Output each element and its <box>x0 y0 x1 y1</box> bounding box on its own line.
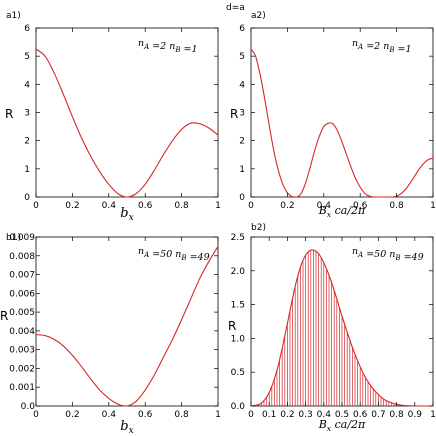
x-axis-label-a1: bx <box>120 206 133 223</box>
figure-title: d=a <box>226 3 245 13</box>
y-tick-label: 0.005 <box>9 308 35 318</box>
y-tick-label: 2.0 <box>231 267 246 277</box>
x-tick-label: 0.8 <box>389 410 404 420</box>
series-line-b2 <box>250 249 433 407</box>
x-axis-label-b1: bx <box>120 419 133 436</box>
y-tick-label: 0.001 <box>9 383 35 393</box>
y-tick-label: 2 <box>24 137 30 147</box>
x-tick-label: 0.4 <box>317 201 332 211</box>
x-tick-label: 0 <box>248 410 254 420</box>
y-tick-label: 0.003 <box>9 346 35 356</box>
x-tick-label: 0.8 <box>389 201 404 211</box>
x-tick-label: 1 <box>215 410 221 420</box>
x-tick-label: 0.6 <box>353 201 368 211</box>
x-tick-label: 0.6 <box>138 201 153 211</box>
x-tick-label: 0.2 <box>280 410 294 420</box>
x-tick-label: 0.4 <box>102 410 117 420</box>
chart-panel-b2: b2)0 0.1 0.2 0.3 0.4 0.5 0.6 0.7 0.8 0.9 10.00.51.… <box>228 223 436 433</box>
y-tick-label: 3 <box>24 109 30 119</box>
x-tick-label: 0.9 <box>408 410 423 420</box>
y-tick-label: 2.5 <box>231 233 245 243</box>
y-tick-label: 0.008 <box>9 252 35 262</box>
x-tick-label: 0.3 <box>298 410 312 420</box>
panel-label-b2: b2) <box>251 223 266 233</box>
panel-label-a2: a2) <box>251 11 266 21</box>
x-tick-label: 0.2 <box>280 201 294 211</box>
x-tick-label: 0.2 <box>65 410 79 420</box>
y-tick-label: 0 <box>24 193 30 203</box>
x-tick-label: 1 <box>215 201 221 211</box>
y-tick-label: 0 <box>239 193 245 203</box>
y-tick-label: 0.5 <box>231 368 245 378</box>
y-tick-label: 1.5 <box>231 301 245 311</box>
series-line-a2 <box>250 48 434 198</box>
y-tick-label: 0.0 <box>231 402 246 412</box>
y-tick-label: 1.0 <box>231 334 246 344</box>
x-tick-label: 0 <box>248 201 254 211</box>
parameter-annotation-a1: nA =2 nB =1 <box>138 38 198 55</box>
y-tick-label: 3 <box>239 109 245 119</box>
panel-label-b1: b1) <box>6 233 21 243</box>
y-tick-label: 0.006 <box>9 289 35 299</box>
x-tick-label: 0.4 <box>102 201 117 211</box>
y-tick-label: 6 <box>239 24 245 34</box>
series-line-b1 <box>35 246 219 407</box>
y-tick-label: 1 <box>24 165 30 175</box>
y-tick-label: 6 <box>24 24 30 34</box>
parameter-annotation-b1: nA =50 nB =49 <box>138 246 210 263</box>
x-tick-label: 0.6 <box>353 410 368 420</box>
x-tick-label: 0 <box>33 201 39 211</box>
area-hatch-b2 <box>255 250 400 406</box>
x-tick-label: 0.4 <box>317 410 332 420</box>
y-tick-label: 0.009 <box>9 233 35 243</box>
series-line-a1 <box>35 48 219 198</box>
chart-panel-a2: a2) 0 0.2 0.4 0.6 0.8 1 0 1 2 3 4 5 6 R Bx ca/2π nA =2 n… <box>230 11 436 219</box>
parameter-annotation-b2: nA =50 nB =49 <box>352 246 424 263</box>
x-tick-label: 1 <box>430 410 436 420</box>
x-tick-label: 0.6 <box>138 410 153 420</box>
chart-panel-a1: a1) 0 0.2 0.4 0.6 0.8 1 0 1 2 3 4 5 6 Rbx nA =2 nB =1 <box>5 11 221 223</box>
parameter-annotation-a2: nA =2 nB =1 <box>352 38 412 55</box>
y-axis-label-a1: R <box>5 107 13 121</box>
panel-label-a1: a1) <box>6 11 21 21</box>
x-axis-label-a2: Bx ca/2π <box>318 204 366 219</box>
y-tick-label: 5 <box>239 52 245 62</box>
chart-panel-b1: b1) 0 0.2 0.4 0.6 0.8 1 0.0 0.001 0.002 0.003 0.004… <box>0 233 221 436</box>
x-tick-label: 0.2 <box>65 201 79 211</box>
x-tick-label: 0.7 <box>371 410 385 420</box>
x-tick-label: 0.8 <box>174 201 189 211</box>
y-axis-label-a2: R <box>230 107 238 121</box>
y-tick-label: 1 <box>239 165 245 175</box>
y-axis-label-b2: R <box>228 319 236 333</box>
x-tick-label: 0.5 <box>335 410 349 420</box>
y-tick-label: 4 <box>239 80 245 90</box>
x-tick-label: 1 <box>430 201 436 211</box>
x-tick-label: 0.8 <box>174 410 189 420</box>
y-tick-label: 0.0 <box>21 402 36 412</box>
y-axis-label-b1: R <box>0 309 8 323</box>
y-tick-label: 2 <box>239 137 245 147</box>
y-tick-label: 0.004 <box>9 327 35 337</box>
x-tick-label: 0.1 <box>262 410 276 420</box>
y-tick-label: 0.007 <box>9 271 35 281</box>
x-axis-label-b2: Bx ca/2π <box>318 418 366 433</box>
y-tick-label: 0.002 <box>9 364 35 374</box>
y-tick-label: 5 <box>24 52 30 62</box>
y-tick-label: 4 <box>24 80 30 90</box>
x-tick-label: 0 <box>33 410 39 420</box>
